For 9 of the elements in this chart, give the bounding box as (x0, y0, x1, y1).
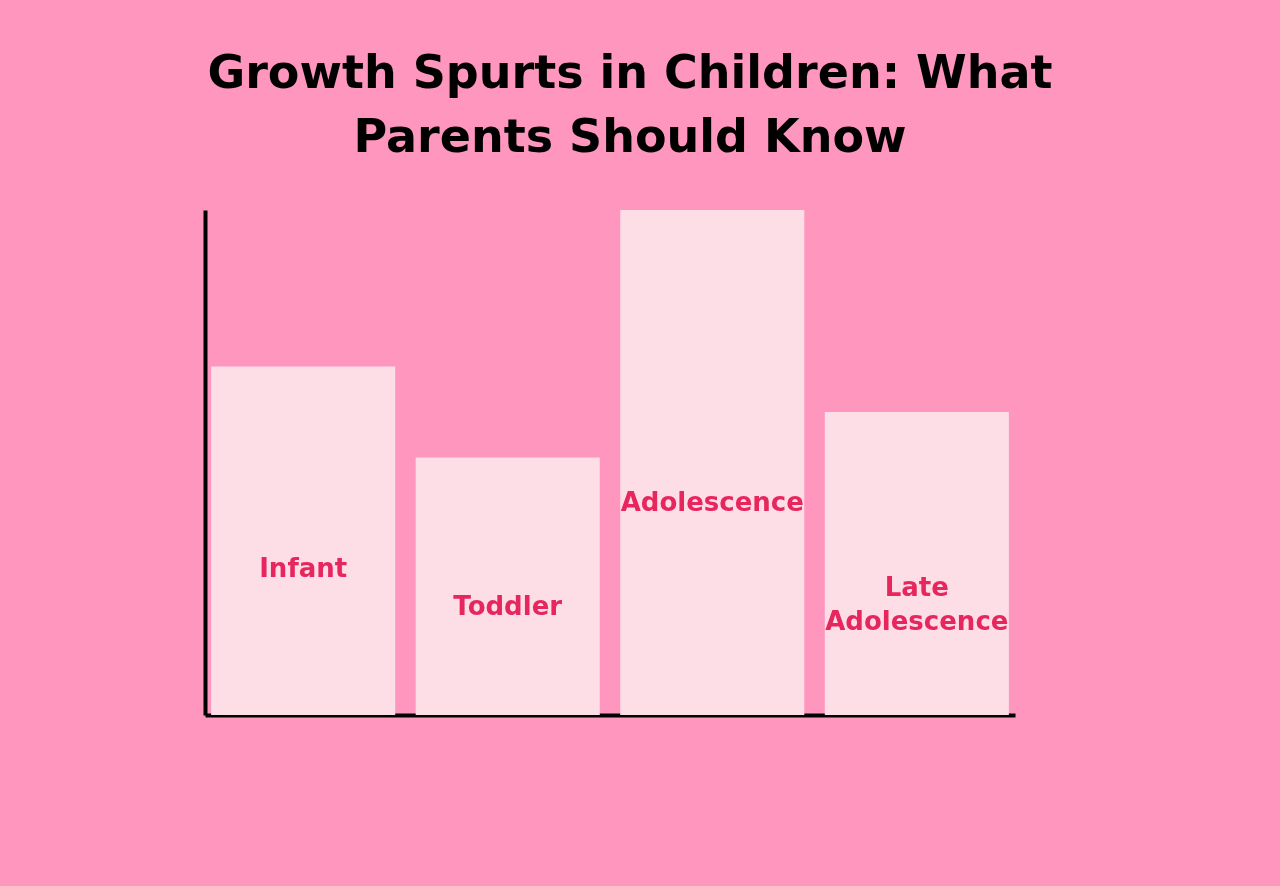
x-tick-label: Infant (259, 552, 348, 583)
bar (415, 457, 600, 715)
bar (824, 412, 1009, 715)
x-tick-label: Adolescence (620, 486, 804, 517)
bar (211, 366, 396, 715)
bar (620, 210, 805, 715)
x-tick-label: Late Adolescence (825, 571, 1009, 636)
x-tick-label: Toddler (453, 590, 563, 621)
chart-title: Growth Spurts in Children: What Parents Should Know (206, 44, 1054, 165)
